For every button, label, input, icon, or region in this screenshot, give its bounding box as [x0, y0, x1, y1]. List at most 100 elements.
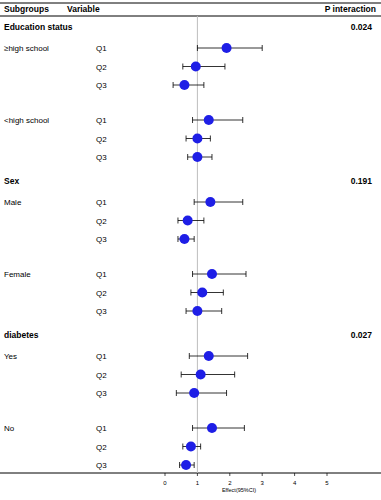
point-estimate	[181, 460, 191, 470]
ci-cap	[234, 372, 235, 378]
ci-cap	[192, 117, 193, 123]
ci-cap	[262, 45, 263, 51]
ci-line	[176, 393, 226, 394]
error-bar	[181, 372, 234, 378]
ci-cap	[211, 154, 212, 160]
header: P interaction	[325, 4, 376, 14]
group-label: Sex	[4, 176, 19, 186]
subgroup-label: No	[4, 424, 15, 433]
point-estimate	[207, 423, 217, 433]
ci-cap	[177, 218, 178, 224]
category-label: Q1	[96, 352, 107, 361]
ci-cap	[244, 425, 245, 431]
ci-cap	[203, 82, 204, 88]
category-label: Q3	[96, 81, 107, 90]
ci-cap	[242, 199, 243, 205]
category-label: Q2	[96, 371, 107, 380]
subgroup-label: ≥high school	[4, 44, 49, 53]
tick-label: 2	[228, 480, 232, 486]
p-value: 0.024	[351, 22, 373, 32]
tick-label: 4	[293, 480, 297, 486]
ci-cap	[223, 290, 224, 296]
axis-line	[0, 473, 381, 474]
category-label: Q1	[96, 198, 107, 207]
ci-cap	[224, 64, 225, 70]
header: Subgroups	[4, 4, 49, 14]
point-estimate	[204, 351, 214, 361]
category-label: Q3	[96, 461, 107, 470]
subgroup-label: Male	[4, 198, 22, 207]
point-estimate	[179, 80, 189, 90]
axis-title: Effect(95%CI)	[222, 487, 256, 493]
point-estimate	[222, 43, 232, 53]
point-estimate	[204, 115, 214, 125]
error-bar	[193, 117, 243, 123]
point-estimate	[192, 306, 202, 316]
ci-cap	[179, 462, 180, 468]
tick-label: 3	[261, 480, 265, 486]
ci-cap	[177, 236, 178, 242]
point-estimate	[189, 388, 199, 398]
ci-cap	[194, 236, 195, 242]
x-tick	[197, 473, 198, 476]
ci-line	[193, 120, 243, 121]
x-tick	[229, 473, 230, 476]
category-label: Q3	[96, 307, 107, 316]
ci-cap	[173, 82, 174, 88]
subgroup-label: Yes	[4, 352, 17, 361]
ci-cap	[210, 136, 211, 142]
ci-cap	[189, 353, 190, 359]
point-estimate	[205, 197, 215, 207]
point-estimate	[197, 288, 207, 298]
ci-line	[194, 202, 243, 203]
category-label: Q1	[96, 116, 107, 125]
point-estimate	[192, 134, 202, 144]
error-bar	[193, 425, 245, 431]
ci-cap	[182, 64, 183, 70]
error-bar	[193, 271, 246, 277]
x-tick	[294, 473, 295, 476]
ci-cap	[246, 271, 247, 277]
ci-line	[186, 311, 222, 312]
ci-cap	[200, 444, 201, 450]
ci-cap	[186, 308, 187, 314]
tick-label: 5	[325, 480, 329, 486]
tick-label: 1	[196, 480, 200, 486]
point-estimate	[191, 62, 201, 72]
point-estimate	[179, 234, 189, 244]
ci-cap	[192, 271, 193, 277]
header: Variable	[67, 4, 100, 14]
subgroup-label: Female	[4, 270, 31, 279]
p-value: 0.191	[351, 176, 373, 186]
forest-plot: SubgroupsVariableP interaction012345Effe…	[0, 0, 381, 500]
ci-line	[193, 428, 245, 429]
ci-line	[193, 274, 246, 275]
subgroup-label: <high school	[4, 116, 49, 125]
error-bar	[183, 64, 225, 70]
point-estimate	[183, 216, 193, 226]
category-label: Q2	[96, 63, 107, 72]
error-bar	[194, 199, 243, 205]
category-label: Q3	[96, 153, 107, 162]
ci-cap	[182, 444, 183, 450]
ci-cap	[226, 390, 227, 396]
ci-line	[183, 66, 225, 67]
ci-cap	[203, 218, 204, 224]
ci-cap	[197, 45, 198, 51]
ci-cap	[176, 390, 177, 396]
p-value: 0.027	[351, 330, 373, 340]
ci-cap	[221, 308, 222, 314]
category-label: Q1	[96, 270, 107, 279]
category-label: Q2	[96, 289, 107, 298]
category-label: Q1	[96, 424, 107, 433]
ci-cap	[192, 425, 193, 431]
group-label: diabetes	[4, 330, 39, 340]
ci-cap	[194, 462, 195, 468]
x-tick	[327, 473, 328, 476]
category-label: Q1	[96, 44, 107, 53]
ci-line	[181, 374, 234, 375]
category-label: Q3	[96, 235, 107, 244]
point-estimate	[186, 442, 196, 452]
group-label: Education status	[4, 22, 73, 32]
ci-cap	[194, 199, 195, 205]
